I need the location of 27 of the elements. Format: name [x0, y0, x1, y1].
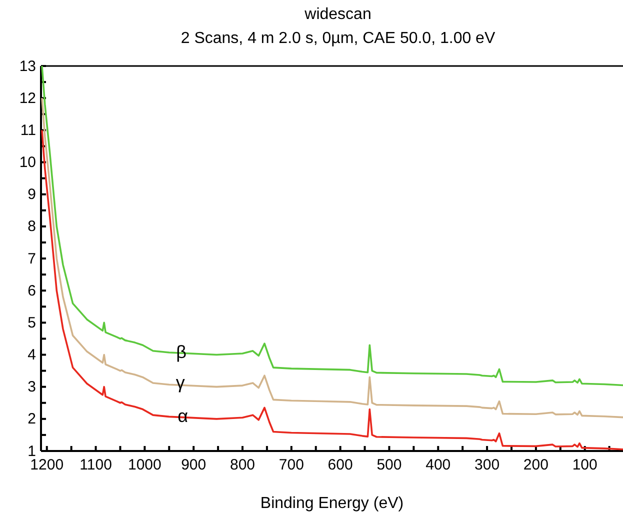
x-tick-label: 600 — [328, 456, 353, 474]
x-tick-label: 500 — [376, 456, 402, 474]
chart-title: widescan — [304, 6, 372, 23]
y-tick-label: 8 — [28, 218, 36, 236]
y-tick-label: 3 — [28, 378, 36, 396]
y-tick-label: 4 — [28, 346, 36, 364]
y-tick-label: 9 — [28, 186, 36, 204]
y-tick-label: 12 — [19, 90, 36, 107]
annotation: γ — [176, 372, 185, 392]
x-tick-label: 300 — [474, 456, 500, 474]
x-axis-title: Binding Energy (eV) — [260, 495, 404, 512]
x-tick-label: 100 — [572, 456, 598, 474]
x-tick-label: 800 — [230, 456, 256, 474]
x-tick-label: 900 — [181, 456, 206, 474]
x-tick-label: 400 — [426, 456, 451, 474]
y-tick-label: 11 — [20, 122, 36, 139]
y-tick-label: 6 — [28, 282, 36, 300]
x-tick-label: 700 — [278, 456, 304, 474]
x-tick-label: 1000 — [128, 456, 162, 474]
y-tick-label: 10 — [19, 154, 36, 172]
y-tick-label: 13 — [19, 58, 36, 75]
x-tick-label: 200 — [523, 456, 548, 474]
x-tick-label: 1100 — [80, 456, 112, 474]
y-tick-label: 5 — [28, 314, 36, 332]
y-tick-label: 7 — [28, 250, 36, 268]
chart-subtitle: 2 Scans, 4 m 2.0 s, 0µm, CAE 50.0, 1.00 eV — [180, 30, 496, 47]
y-tick-label: 2 — [28, 410, 36, 428]
